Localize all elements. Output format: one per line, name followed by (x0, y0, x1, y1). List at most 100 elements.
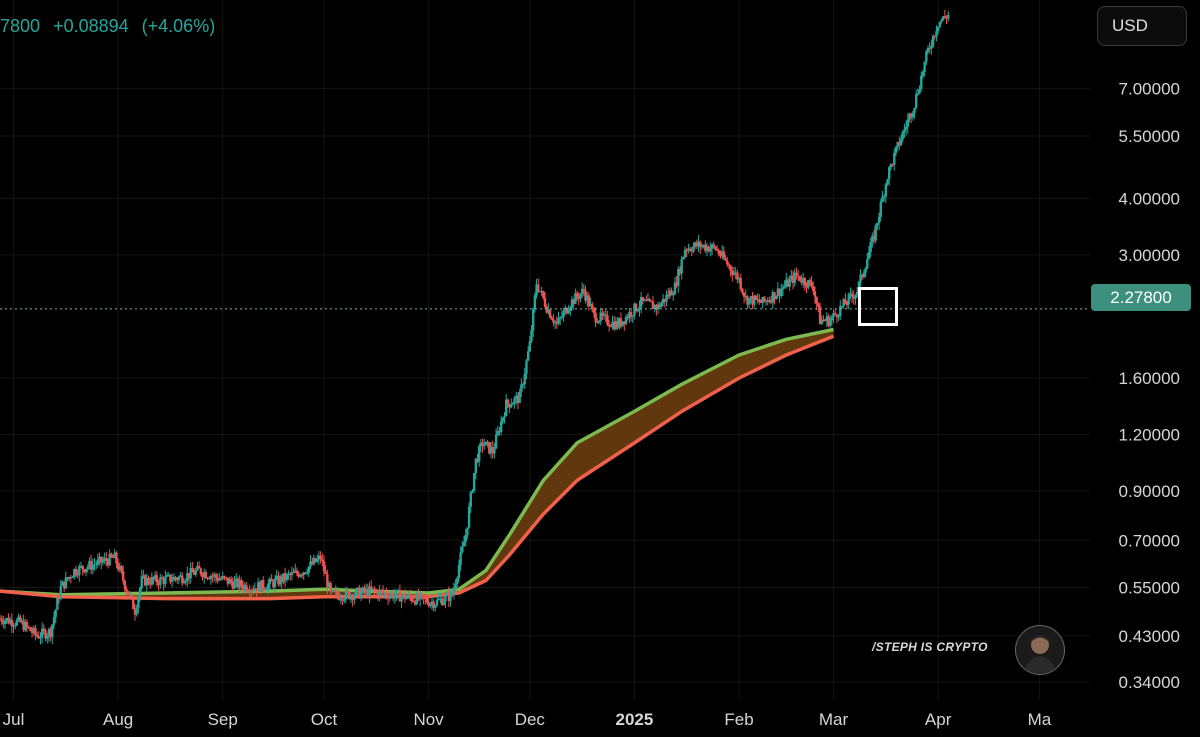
candle (756, 293, 759, 304)
candle (213, 572, 216, 582)
candle (618, 317, 621, 330)
y-tick-label: 0.90000 (1119, 482, 1180, 501)
candle (74, 565, 78, 578)
currency-button[interactable]: USD (1097, 6, 1187, 46)
candle (221, 571, 224, 581)
candle (282, 573, 285, 585)
candle (403, 589, 407, 603)
candle (285, 572, 289, 583)
candle (278, 574, 282, 588)
candle (432, 598, 435, 612)
candle (356, 587, 359, 595)
candle (162, 576, 165, 591)
candle (553, 320, 557, 330)
candle (726, 256, 729, 267)
candle (248, 584, 251, 598)
ema-ribbon-layer (0, 327, 835, 601)
candle (484, 441, 488, 446)
candle (461, 540, 464, 554)
x-tick-label: Dec (515, 710, 546, 729)
candle (862, 269, 866, 279)
candle (606, 310, 609, 327)
candle (596, 317, 599, 324)
candle (525, 358, 528, 380)
candle (537, 278, 540, 293)
candle (182, 578, 186, 584)
y-tick-label: 3.00000 (1119, 246, 1180, 265)
candle (79, 561, 83, 568)
candle (805, 282, 808, 294)
candle (398, 584, 402, 602)
y-tick-label: 5.50000 (1119, 127, 1180, 146)
candle (661, 294, 665, 307)
candle (764, 299, 768, 306)
candle (550, 315, 553, 320)
candle (597, 320, 601, 325)
candle (521, 382, 525, 389)
candle (359, 587, 363, 602)
candle (361, 586, 364, 594)
candle (172, 573, 175, 581)
candle (368, 582, 371, 604)
candle (547, 303, 550, 315)
candle (324, 564, 327, 574)
candle (891, 163, 894, 167)
candle (604, 309, 607, 323)
candle (380, 589, 383, 597)
candle (636, 308, 640, 313)
candle (294, 563, 297, 574)
candle (179, 572, 182, 578)
candle (818, 302, 822, 325)
candle (921, 69, 925, 79)
candle (753, 294, 756, 310)
candle (552, 313, 555, 327)
candle (243, 582, 246, 594)
candle (348, 590, 351, 601)
candle (511, 401, 515, 405)
candle (81, 565, 84, 576)
candle (408, 589, 412, 601)
candle (702, 244, 705, 249)
candle (219, 575, 223, 581)
candle (343, 597, 346, 604)
candle (412, 596, 415, 603)
candle (25, 619, 29, 632)
candle (828, 315, 832, 329)
ema-ribbon-fill (0, 329, 834, 599)
candle (224, 576, 228, 581)
candle (560, 310, 564, 320)
candle (589, 297, 592, 307)
candle (801, 272, 805, 289)
candle (673, 277, 677, 295)
candle (793, 268, 796, 287)
candle (768, 296, 771, 304)
candle (400, 594, 403, 609)
candle (936, 26, 940, 35)
candle (32, 625, 35, 636)
candle (653, 304, 656, 313)
x-tick-label: Jul (3, 710, 25, 729)
candle (371, 588, 375, 592)
candle (489, 441, 493, 459)
candle (599, 308, 602, 326)
candle (440, 594, 444, 606)
candle (699, 240, 702, 255)
candle (693, 241, 697, 249)
candle (69, 575, 73, 584)
candle (456, 576, 459, 591)
candle (916, 88, 920, 96)
candle (854, 294, 857, 305)
candle (349, 593, 353, 604)
candle (5, 617, 8, 624)
candle (228, 576, 231, 584)
candle (184, 578, 187, 586)
candle (96, 553, 100, 569)
candle (235, 573, 238, 588)
candle (695, 239, 699, 250)
candle (148, 576, 152, 589)
candle (143, 573, 147, 587)
candle (580, 282, 584, 299)
candle (847, 292, 850, 310)
y-tick-label: 0.34000 (1119, 673, 1180, 692)
